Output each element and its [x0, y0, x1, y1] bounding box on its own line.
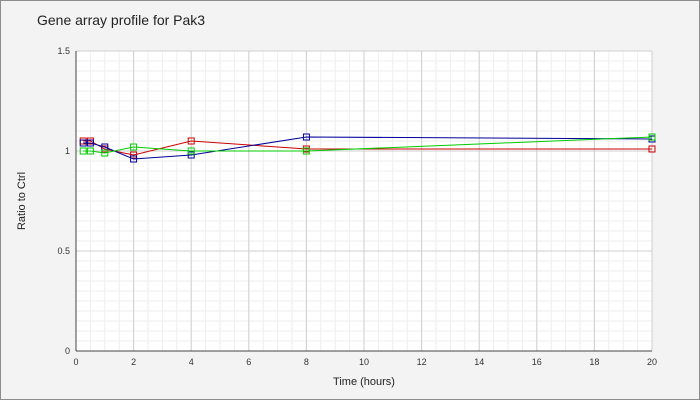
series-3: [79, 133, 656, 157]
y-axis-label: Ratio to Ctrl: [16, 172, 28, 230]
major-gridlines: [75, 50, 653, 352]
x-axis-label: Time (hours): [333, 376, 395, 388]
x-tick-label: 4: [189, 357, 194, 367]
data-point-marker: [130, 143, 138, 151]
series-line: [83, 136, 653, 154]
data-point-marker: [187, 151, 195, 159]
plot-area: [75, 50, 656, 352]
x-tick-label: 10: [359, 357, 369, 367]
x-tick-label: 0: [73, 357, 78, 367]
data-point-marker: [130, 151, 138, 159]
x-tick-label: 14: [474, 357, 484, 367]
x-tick-label: 20: [647, 357, 657, 367]
axes: [75, 51, 652, 352]
y-tick-label: 1.5: [57, 46, 70, 56]
series-line: [83, 136, 653, 160]
x-tick-label: 16: [532, 357, 542, 367]
x-tick-label: 8: [304, 357, 309, 367]
chart-title: Gene array profile for Pak3: [37, 12, 205, 28]
x-tick-labels: 0 2 4 6 8 10 12 14 16 18 20: [73, 357, 657, 367]
data-point-marker: [187, 137, 195, 145]
x-tick-label: 2: [131, 357, 136, 367]
y-tick-label: 0: [65, 346, 70, 356]
y-tick-labels: 0 0.5 1 1.5: [57, 46, 70, 356]
data-point-marker: [187, 147, 195, 155]
data-point-marker: [130, 155, 138, 163]
data-point-marker: [86, 139, 94, 147]
data-point-marker: [648, 145, 656, 153]
data-point-marker: [86, 147, 94, 155]
series-line: [83, 140, 652, 156]
data-point-marker: [302, 133, 310, 141]
y-tick-label: 1: [65, 146, 70, 156]
data-point-marker: [79, 147, 87, 155]
series-layer: [79, 133, 656, 163]
data-point-marker: [101, 149, 109, 157]
data-point-marker: [79, 139, 87, 147]
x-tick-label: 18: [589, 357, 599, 367]
data-point-marker: [302, 147, 310, 155]
data-point-marker: [648, 133, 656, 141]
x-tick-label: 6: [246, 357, 251, 367]
y-tick-label: 0.5: [57, 246, 70, 256]
x-tick-label: 12: [417, 357, 427, 367]
